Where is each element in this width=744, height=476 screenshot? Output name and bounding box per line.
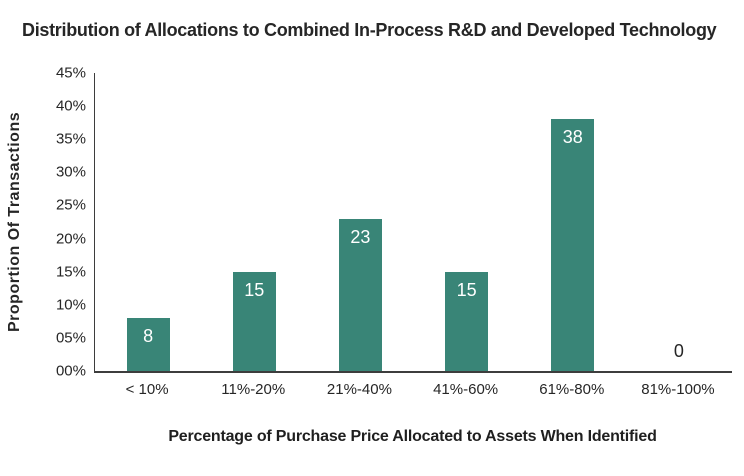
y-axis-tick: 05% [55,329,86,347]
category-column: 15 [414,73,520,371]
y-axis-tick: 40% [55,97,86,115]
x-axis-tick: 81%-100% [641,381,715,398]
x-axis-tick: 11%-20% [221,381,286,398]
bar-value-label: 0 [673,341,684,361]
category-column: 23 [307,73,413,371]
bar-value-label: 38 [562,127,583,148]
y-axis-tick: 25% [55,196,86,214]
y-axis-tick: 30% [55,163,86,181]
y-axis-tick: 15% [55,263,86,281]
category-column: 0 [626,73,732,371]
category-column: 15 [201,73,307,371]
x-axis-tick: < 10% [125,381,169,398]
bar-value-label: 15 [456,279,477,300]
category-column: 8 [95,73,201,371]
x-axis-ticks: < 10% 11%-20% 21%-40% 41%-60% 61%-80% 81… [94,381,731,398]
bar: 23 [338,218,382,371]
y-axis-tick: 10% [55,296,86,314]
chart-title: Distribution of Allocations to Combined … [22,20,717,40]
x-axis-tick: 41%-60% [433,381,499,398]
bar: 38 [551,119,595,371]
bar: 8 [126,318,170,371]
x-axis-title: Percentage of Purchase Price Allocated t… [168,428,657,445]
y-axis-title: Proportion Of Transactions [6,111,23,333]
y-axis-tick: 45% [55,64,86,82]
y-axis-ticks: 45% 40% 35% 30% 25% 20% 15% 10% 05% 00% [36,65,86,380]
bar: 15 [232,271,276,371]
x-axis-tick: 21%-40% [326,381,392,398]
category-column: 38 [520,73,626,371]
y-axis-tick: 35% [55,130,86,148]
bar-value-label: 15 [244,279,265,300]
bar: 15 [445,271,489,371]
x-axis-tick: 61%-80% [539,381,605,398]
y-axis-tick: 20% [55,230,86,248]
bar-value-label: 23 [350,226,371,247]
y-axis-tick: 00% [55,362,86,380]
plot-area: 8 15 23 15 38 0 [94,73,732,373]
bar-value-label: 8 [143,326,154,347]
